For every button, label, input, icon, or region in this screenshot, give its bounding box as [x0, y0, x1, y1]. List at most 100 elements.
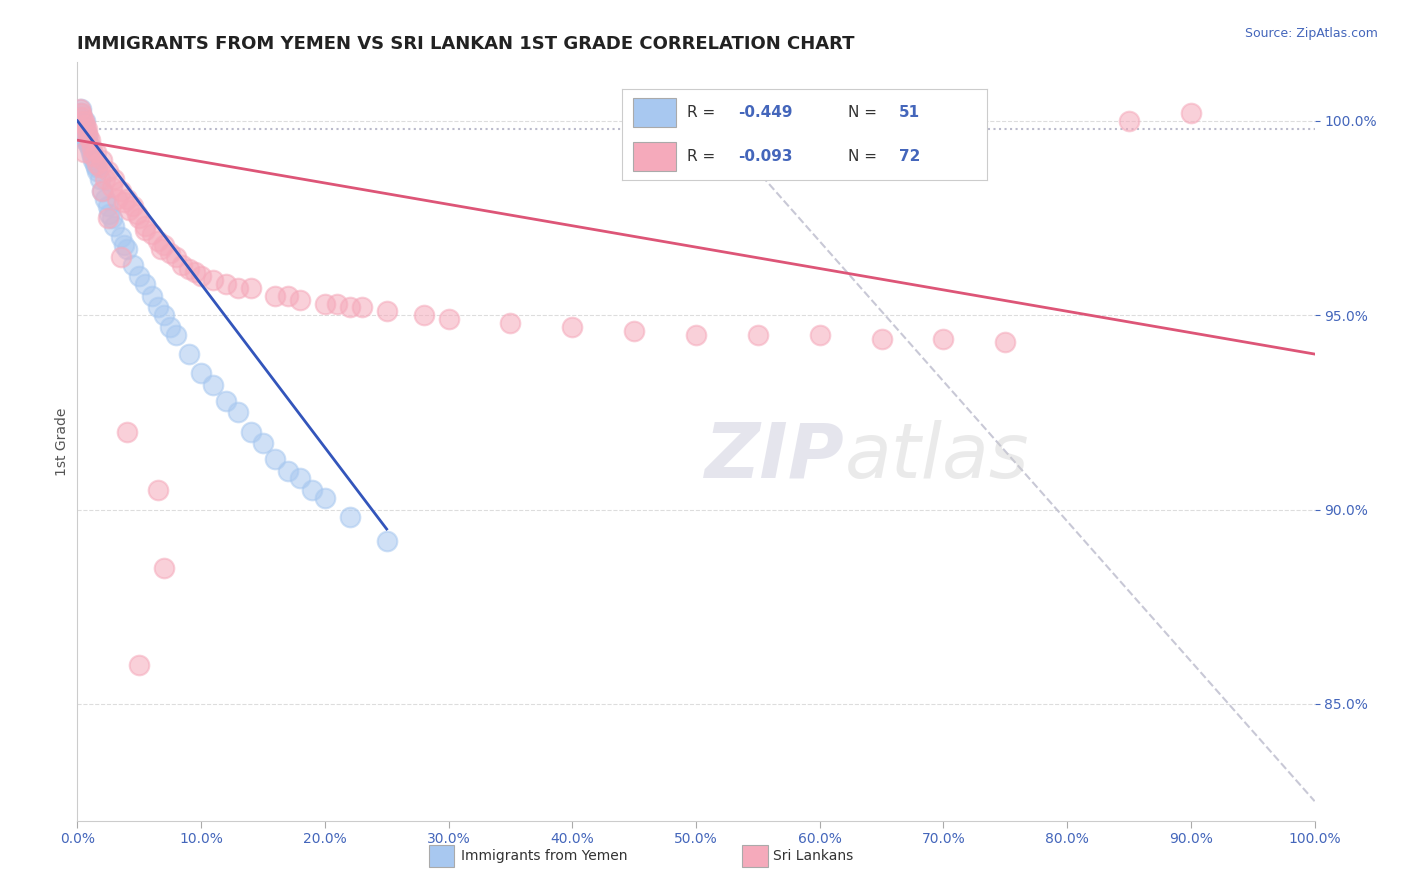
- Point: [128, 269, 150, 284]
- Point: [159, 246, 181, 260]
- Point: [134, 222, 156, 236]
- Point: [91, 153, 114, 167]
- Point: [112, 195, 135, 210]
- Point: [118, 203, 141, 218]
- Point: [190, 367, 212, 381]
- Point: [72, 129, 94, 144]
- Point: [93, 172, 115, 186]
- Point: [288, 293, 311, 307]
- Point: [177, 261, 200, 276]
- Text: Sri Lankans: Sri Lankans: [773, 849, 853, 863]
- Point: [93, 192, 115, 206]
- Point: [277, 464, 299, 478]
- Point: [69, 102, 91, 116]
- Point: [1118, 113, 1140, 128]
- Point: [747, 327, 769, 342]
- Point: [177, 347, 200, 361]
- Point: [72, 121, 94, 136]
- Point: [125, 207, 148, 221]
- Point: [375, 304, 398, 318]
- Point: [561, 319, 583, 334]
- Point: [202, 273, 225, 287]
- Point: [172, 258, 194, 272]
- Point: [79, 141, 101, 155]
- Point: [239, 281, 262, 295]
- Point: [226, 281, 249, 295]
- Point: [76, 121, 98, 136]
- Point: [122, 258, 145, 272]
- Point: [103, 219, 125, 233]
- Point: [69, 110, 91, 124]
- Text: IMMIGRANTS FROM YEMEN VS SRI LANKAN 1ST GRADE CORRELATION CHART: IMMIGRANTS FROM YEMEN VS SRI LANKAN 1ST …: [77, 35, 855, 53]
- Point: [101, 179, 124, 194]
- Point: [153, 238, 176, 252]
- Point: [202, 378, 225, 392]
- Point: [86, 156, 108, 170]
- Point: [83, 156, 105, 170]
- Point: [122, 199, 145, 213]
- Point: [277, 289, 299, 303]
- Point: [89, 161, 111, 175]
- Point: [226, 405, 249, 419]
- Point: [141, 227, 163, 241]
- Point: [82, 149, 104, 163]
- Point: [101, 211, 124, 225]
- Point: [146, 483, 169, 497]
- Point: [932, 331, 955, 345]
- Point: [76, 133, 98, 147]
- Point: [190, 269, 212, 284]
- Point: [72, 118, 94, 132]
- Point: [70, 102, 93, 116]
- Point: [128, 211, 150, 225]
- Point: [159, 319, 181, 334]
- Point: [89, 172, 111, 186]
- Point: [184, 265, 207, 279]
- Point: [264, 452, 287, 467]
- Point: [82, 149, 104, 163]
- Point: [91, 184, 114, 198]
- Point: [165, 250, 187, 264]
- Point: [623, 324, 645, 338]
- Point: [215, 393, 238, 408]
- Point: [128, 658, 150, 673]
- Point: [72, 113, 94, 128]
- Text: Source: ZipAtlas.com: Source: ZipAtlas.com: [1244, 27, 1378, 40]
- Point: [110, 184, 132, 198]
- Point: [75, 125, 97, 139]
- Point: [339, 510, 361, 524]
- Point: [97, 199, 120, 213]
- Point: [86, 164, 108, 178]
- Point: [79, 133, 101, 147]
- Point: [239, 425, 262, 439]
- Point: [153, 308, 176, 322]
- Text: Immigrants from Yemen: Immigrants from Yemen: [461, 849, 627, 863]
- Point: [314, 491, 336, 505]
- Point: [141, 289, 163, 303]
- Point: [150, 242, 173, 256]
- Point: [264, 289, 287, 303]
- Point: [72, 145, 94, 159]
- Point: [314, 296, 336, 310]
- Point: [215, 277, 238, 291]
- Point: [134, 219, 156, 233]
- Point: [73, 133, 96, 147]
- Point: [70, 106, 93, 120]
- Point: [70, 106, 93, 120]
- Point: [77, 137, 100, 152]
- Point: [301, 483, 323, 497]
- Y-axis label: 1st Grade: 1st Grade: [55, 408, 69, 475]
- Point: [1180, 106, 1202, 120]
- Point: [153, 561, 176, 575]
- Point: [339, 301, 361, 315]
- Point: [77, 129, 100, 144]
- Point: [499, 316, 522, 330]
- Point: [146, 235, 169, 249]
- Point: [994, 335, 1017, 350]
- Point: [134, 277, 156, 291]
- Point: [97, 211, 120, 225]
- Point: [808, 327, 831, 342]
- Point: [73, 113, 96, 128]
- Point: [82, 141, 104, 155]
- Point: [252, 436, 274, 450]
- Point: [84, 145, 107, 159]
